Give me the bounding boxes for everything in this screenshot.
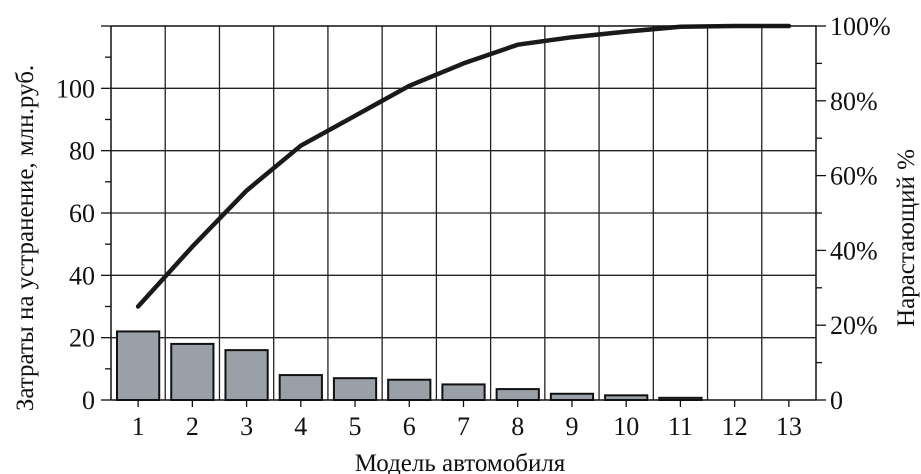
bar [332,377,378,401]
y-axis-label: Затраты на устранение, млн.руб. [12,65,39,411]
y2-axis-label: Нарастающий % [893,149,920,327]
x-tick-label: 6 [403,412,416,441]
y2-tick-label: 20% [830,311,878,340]
y2-tick-label: 100% [830,12,891,41]
y2-tick-label: 60% [830,162,878,191]
x-tick-label: 12 [722,412,748,441]
cumulative-line [135,23,792,309]
axes [101,25,826,407]
y-tick-label: 0 [82,386,95,415]
y-tick-label: 80 [69,137,95,166]
bar [387,378,432,402]
x-tick-label: 8 [511,412,524,441]
x-axis-label: Модель автомобиля [355,450,566,474]
x-tick-label: 5 [349,412,362,441]
bar [116,330,161,401]
x-tick-label: 2 [186,412,199,441]
bar [170,342,215,401]
x-tick-label: 7 [457,412,470,441]
x-tick-label: 3 [240,412,253,441]
x-tick-label: 10 [613,412,639,441]
bar [495,388,540,402]
y-tick-label: 60 [69,199,95,228]
y2-tick-label: 0 [830,386,843,415]
y-tick-label: 40 [69,261,95,290]
grid-lines [111,26,816,400]
bar-series [116,330,703,402]
bar [278,374,323,402]
bar [549,392,595,401]
y2-tick-label: 40% [830,236,878,265]
y-tick-label: 100 [56,74,95,103]
x-tick-label: 4 [294,412,307,441]
y2-tick-label: 80% [830,87,878,116]
x-tick-label: 13 [776,412,802,441]
x-tick-label: 11 [668,412,693,441]
x-tick-label: 1 [132,412,145,441]
x-tick-label: 9 [565,412,578,441]
y-tick-label: 20 [69,324,95,353]
bar [224,349,269,401]
bar [441,383,486,401]
cumulative-line-series [135,23,792,309]
